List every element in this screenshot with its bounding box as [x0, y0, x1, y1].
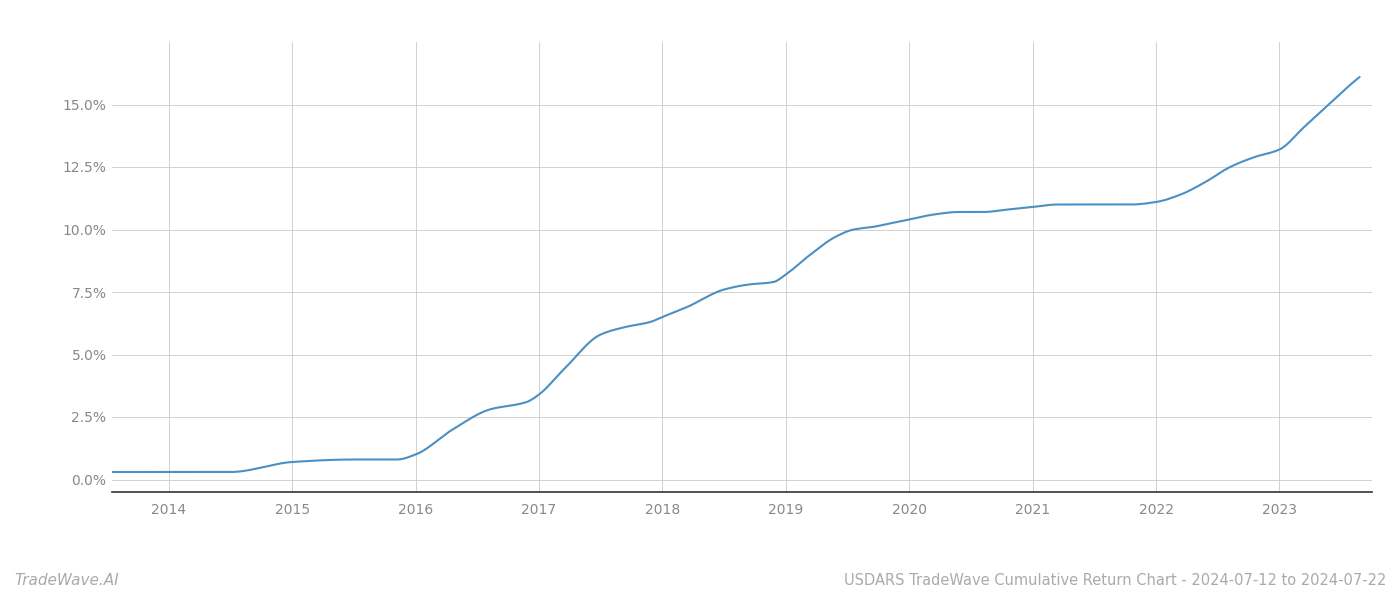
Text: TradeWave.AI: TradeWave.AI: [14, 573, 119, 588]
Text: USDARS TradeWave Cumulative Return Chart - 2024-07-12 to 2024-07-22: USDARS TradeWave Cumulative Return Chart…: [844, 573, 1386, 588]
